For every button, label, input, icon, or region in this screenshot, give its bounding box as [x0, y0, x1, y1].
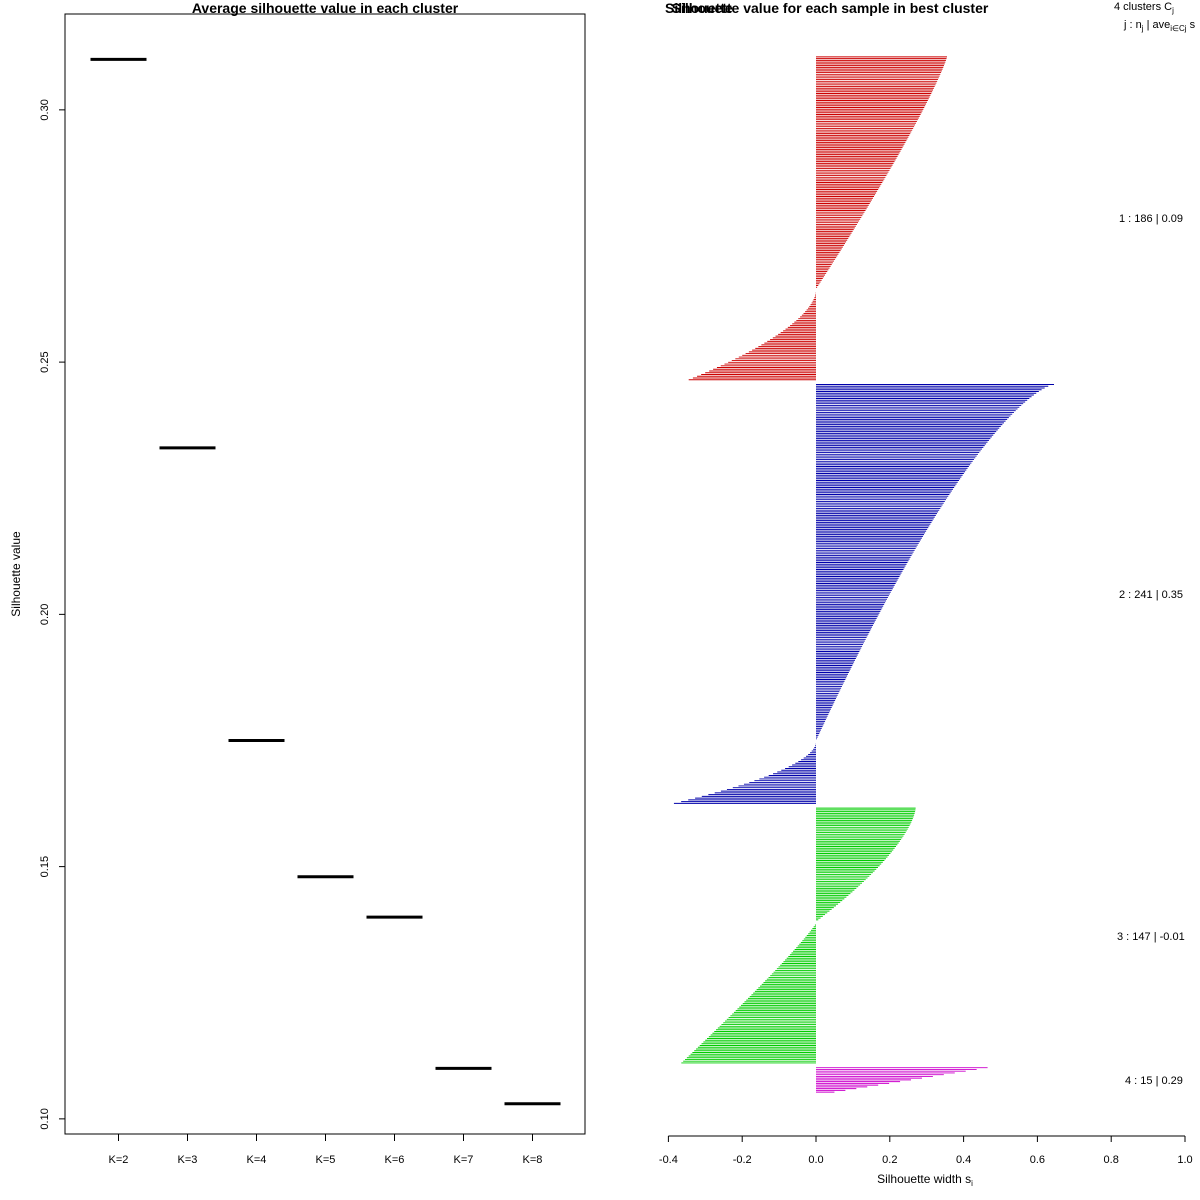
right-x-axis-label: Silhouette width si [877, 1172, 973, 1188]
cluster-legend-header: 4 clusters Cj j : nj | avei∈Cj s [1114, 1, 1196, 33]
legend-header-2-text: j : n [1123, 19, 1142, 31]
right-x-tick-label: -0.4 [659, 1154, 678, 1166]
left-x-tick-label: K=3 [178, 1154, 198, 1166]
left-data-marks [90, 57, 561, 1106]
legend-header-2-sub2: i∈Cj [1170, 24, 1187, 33]
left-chart-title: Average silhouette value in each cluster [192, 0, 459, 16]
right-chart-title: Silhouette value for each sample in best… [672, 0, 989, 16]
cluster-1-label: 1 : 186 | 0.09 [1119, 213, 1183, 225]
left-x-tick-label: K=4 [247, 1154, 267, 1166]
left-y-tick-label: 0.10 [39, 1108, 51, 1129]
cluster-2-bars [673, 384, 1055, 804]
left-y-axis: 0.10 0.15 0.20 0.25 0.30 [39, 99, 66, 1130]
legend-header-line-2: j : nj | avei∈Cj s [1123, 19, 1196, 33]
cluster-labels: 1 : 186 | 0.09 2 : 241 | 0.35 3 : 147 | … [1117, 213, 1185, 1087]
right-x-tick-label: 0.6 [1030, 1154, 1045, 1166]
right-x-axis-label-sub: i [971, 1179, 973, 1188]
left-y-tick-label: 0.30 [39, 99, 51, 120]
left-x-tick-label: K=7 [454, 1154, 474, 1166]
legend-header-2-sub: j [1141, 24, 1144, 33]
legend-header-2-end: s [1187, 19, 1196, 31]
cluster-4-bars [816, 1067, 988, 1093]
sample-silhouette-panel: Silhouette value for each sample in best… [659, 0, 1196, 1188]
cluster-4-label: 4 : 15 | 0.29 [1125, 1075, 1183, 1087]
cluster-2-label: 2 : 241 | 0.35 [1119, 589, 1183, 601]
right-x-tick-label: 0.2 [882, 1154, 897, 1166]
cluster-3-label: 3 : 147 | -0.01 [1117, 931, 1185, 943]
legend-header-1-sub: j [1171, 6, 1174, 15]
left-x-tick-label: K=5 [316, 1154, 336, 1166]
right-x-tick-label: 0.0 [808, 1154, 823, 1166]
silhouette-bars [673, 56, 1055, 1093]
left-y-tick-label: 0.20 [39, 604, 51, 625]
left-x-tick-label: K=6 [385, 1154, 405, 1166]
left-y-tick-label: 0.15 [39, 856, 51, 877]
left-plot-frame [64, 13, 586, 1135]
legend-header-line-1: 4 clusters Cj [1114, 1, 1174, 15]
right-x-axis-label-text: Silhouette width [877, 1172, 962, 1186]
right-x-tick-label: 1.0 [1177, 1154, 1192, 1166]
left-x-tick-label: K=8 [523, 1154, 543, 1166]
right-x-axis: -0.4 -0.2 0.0 0.2 0.4 0.6 0.8 1.0 [659, 1135, 1193, 1166]
legend-header-2-mid: | ave [1144, 19, 1171, 31]
left-x-tick-label: K=2 [109, 1154, 129, 1166]
cluster-1-bars [688, 56, 947, 381]
right-x-axis-label-symbol: s [965, 1172, 971, 1186]
right-x-tick-label: 0.4 [956, 1154, 971, 1166]
right-x-tick-label: -0.2 [733, 1154, 752, 1166]
left-x-axis: K=2 K=3 K=4 K=5 K=6 K=7 K=8 [109, 1133, 543, 1166]
left-y-tick-label: 0.25 [39, 351, 51, 372]
legend-header-1-text: 4 clusters C [1114, 1, 1172, 13]
avg-silhouette-panel: Average silhouette value in each cluster… [9, 0, 586, 1166]
right-chart-overlay-title: Silhouette [665, 0, 733, 16]
right-x-tick-label: 0.8 [1104, 1154, 1119, 1166]
cluster-3-bars [681, 807, 916, 1064]
left-y-axis-label: Silhouette value [9, 531, 23, 617]
